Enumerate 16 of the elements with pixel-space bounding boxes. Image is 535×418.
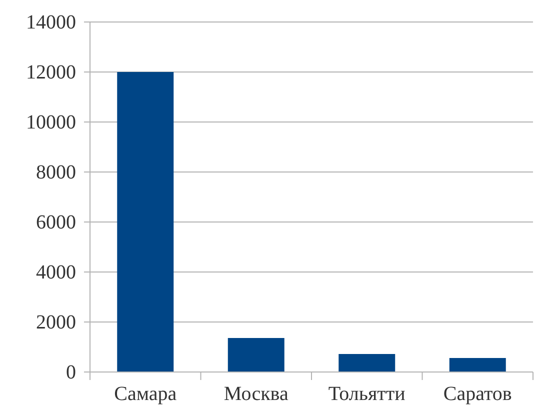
- x-tick-label: Москва: [224, 383, 288, 406]
- x-tick-label: Тольятти: [328, 383, 406, 406]
- y-tick-label: 4000: [36, 261, 76, 284]
- bar: [117, 72, 174, 372]
- y-tick-label: 0: [66, 361, 76, 384]
- bar: [449, 358, 506, 372]
- y-tick-label: 2000: [36, 311, 76, 334]
- bar: [338, 354, 396, 372]
- x-tick-label: Саратов: [443, 383, 512, 406]
- y-tick-label: 10000: [26, 111, 76, 134]
- bar: [228, 338, 284, 372]
- y-tick-label: 6000: [36, 211, 76, 234]
- y-tick-label: 8000: [36, 161, 76, 184]
- y-tick-label: 14000: [26, 11, 76, 34]
- y-tick-label: 12000: [26, 61, 76, 84]
- x-tick-label: Самара: [114, 383, 177, 406]
